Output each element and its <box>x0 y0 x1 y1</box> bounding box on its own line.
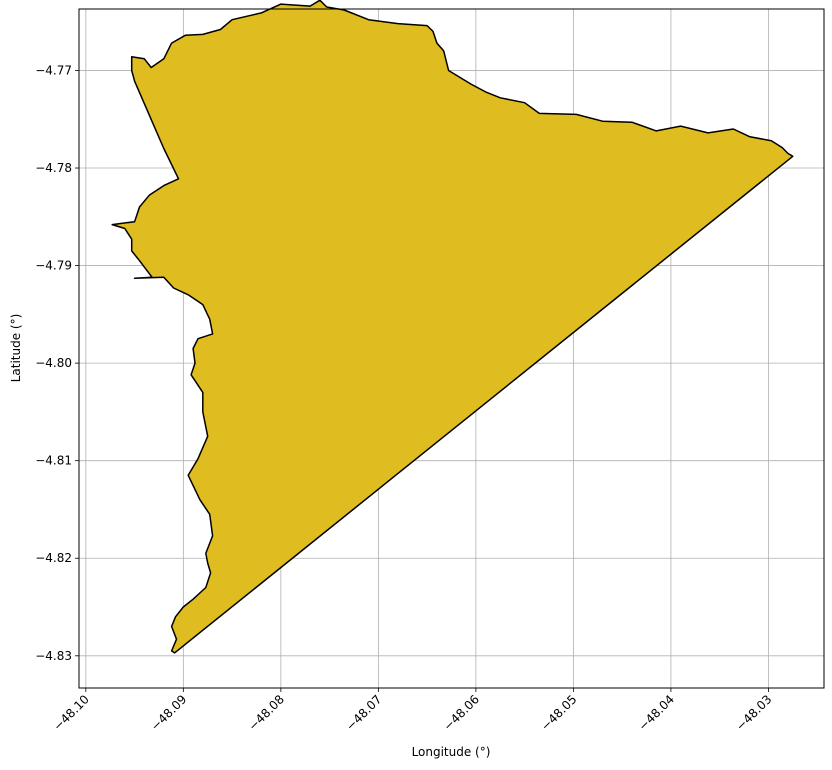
y-tick-label: −4.80 <box>35 356 72 370</box>
x-axis-label: Longitude (°) <box>412 745 491 759</box>
y-tick-label: −4.79 <box>35 259 72 273</box>
plot-frame <box>78 8 825 689</box>
region-polygon <box>111 0 794 654</box>
y-tick-label: −4.81 <box>35 454 72 468</box>
y-tick-labels: −4.83 −4.82 −4.81 −4.80 −4.79 −4.78 −4.77 <box>35 63 72 662</box>
y-tick-label: −4.77 <box>35 63 72 77</box>
tick-marks <box>75 70 769 692</box>
y-tick-label: −4.83 <box>35 649 72 663</box>
y-axis-label: Latitude (°) <box>9 314 23 383</box>
y-tick-label: −4.78 <box>35 161 72 175</box>
y-tick-label: −4.82 <box>35 551 72 565</box>
